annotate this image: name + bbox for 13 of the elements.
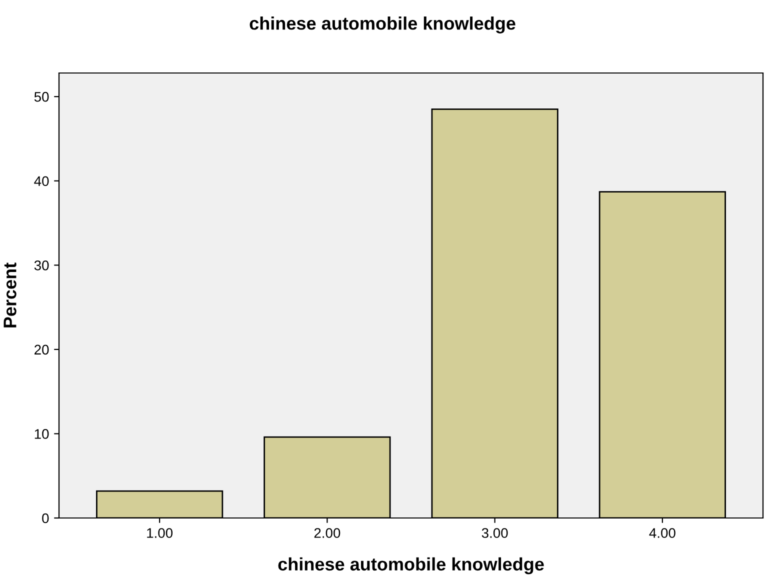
y-axis-title: Percent [4,262,16,328]
x-tick-label: 2.00 [314,528,340,538]
y-tick-label: 40 [34,176,49,186]
x-tick-label: 3.00 [482,528,508,538]
y-tick-label: 0 [42,513,49,524]
x-tick-label: 4.00 [649,528,676,538]
x-axis-title: chinese automobile knowledge [278,557,544,574]
y-tick-label: 50 [34,92,49,102]
chart-title: chinese automobile knowledge [250,16,516,34]
y-tick-label: 10 [34,429,49,439]
y-tick-label: 30 [34,260,49,270]
x-tick-label: 1.00 [147,528,173,538]
y-tick-label: 20 [34,344,49,355]
